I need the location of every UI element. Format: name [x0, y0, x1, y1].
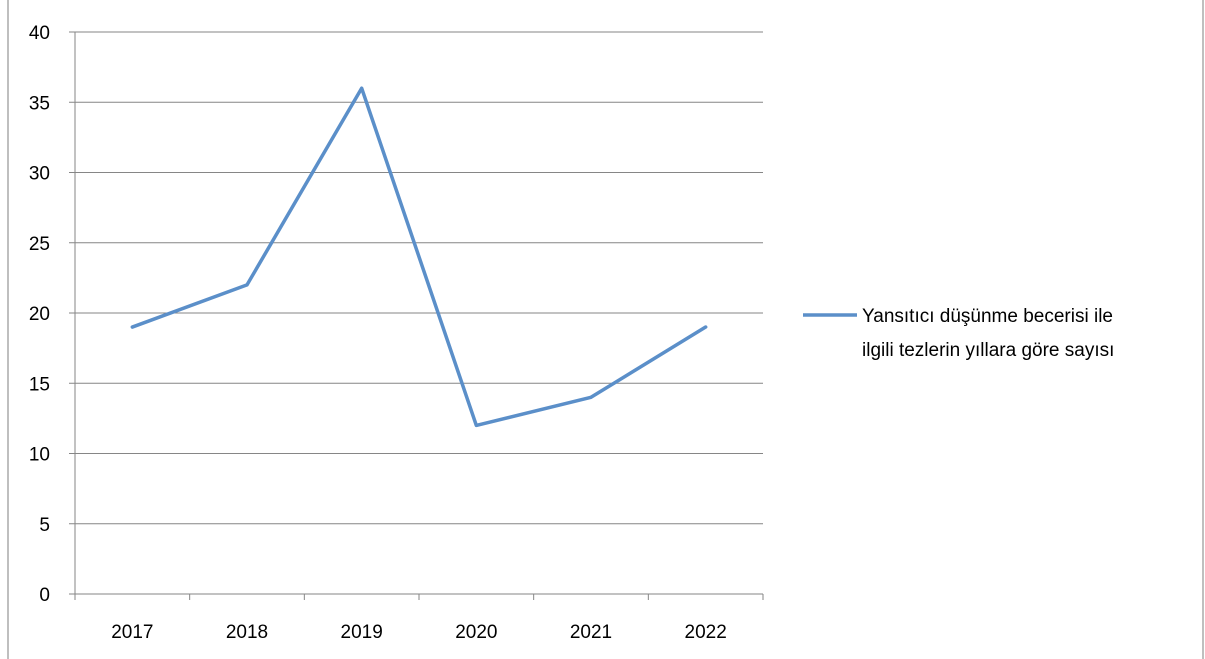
legend-label-line-1: Yansıtıcı düşünme becerisi ile — [862, 306, 1113, 327]
x-axis-ticks: 2017 2018 2019 2020 2021 2022 — [74, 594, 764, 643]
y-axis-ticks: 0 5 10 15 20 25 30 35 40 — [29, 23, 75, 606]
x-tick-label: 2021 — [570, 622, 612, 643]
data-point — [474, 423, 478, 427]
x-tick-label: 2022 — [685, 622, 727, 643]
x-tick-label: 2018 — [226, 622, 268, 643]
y-tick-label: 25 — [29, 234, 50, 255]
y-tick-label: 10 — [29, 445, 50, 466]
data-point — [130, 325, 134, 329]
x-tick-label: 2020 — [455, 622, 497, 643]
series-group — [130, 86, 708, 428]
y-tick-label: 20 — [29, 304, 50, 325]
series-line — [130, 86, 708, 428]
y-tick-label: 35 — [29, 93, 50, 114]
data-point — [245, 283, 249, 287]
y-tick-label: 0 — [39, 585, 50, 606]
legend-label-line-2: ilgili tezlerin yıllara göre sayısı — [862, 340, 1114, 361]
gridlines — [75, 31, 763, 525]
y-tick-label: 15 — [29, 374, 50, 395]
y-tick-label: 40 — [29, 23, 50, 44]
data-point — [704, 325, 708, 329]
legend: Yansıtıcı düşünme becerisi ile ilgili te… — [803, 306, 1114, 361]
y-tick-label: 30 — [29, 164, 50, 185]
chart-border — [7, 0, 1204, 659]
x-tick-label: 2017 — [111, 622, 153, 643]
data-point — [360, 86, 364, 90]
y-tick-label: 5 — [39, 515, 50, 536]
x-tick-label: 2019 — [341, 622, 383, 643]
data-point — [589, 395, 593, 399]
